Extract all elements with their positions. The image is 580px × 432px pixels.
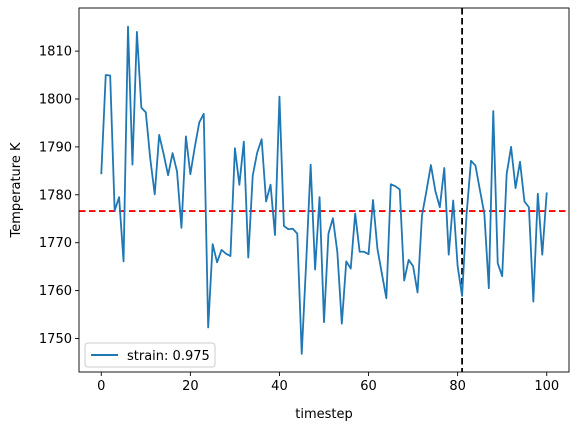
x-axis-ticks: 0 20 40 60 80 100: [97, 372, 559, 394]
x-tick-label: 20: [182, 379, 199, 394]
y-tick-label: 1800: [39, 93, 72, 108]
x-tick-label: 80: [449, 379, 466, 394]
y-tick-label: 1790: [39, 140, 72, 155]
legend-box: [84, 342, 216, 368]
y-tick-label: 1770: [39, 236, 72, 251]
plot-frame: [78, 7, 570, 373]
legend: strain: 0.975: [84, 342, 216, 368]
y-axis-ticks: 1750 1760 1770 1780 1790 1800 1810: [39, 45, 79, 347]
x-tick-label: 0: [97, 379, 105, 394]
y-tick-label: 1810: [39, 45, 72, 60]
y-tick-label: 1750: [39, 332, 72, 347]
x-tick-label: 40: [271, 379, 288, 394]
x-axis-label: timestep: [295, 407, 353, 422]
y-tick-label: 1760: [39, 284, 72, 299]
x-tick-label: 60: [360, 379, 377, 394]
legend-label-series-0: strain: 0.975: [127, 349, 210, 364]
plot-content: [79, 8, 569, 372]
series-line-0: [100, 25, 548, 355]
x-tick-label: 100: [534, 379, 559, 394]
y-tick-label: 1780: [39, 188, 72, 203]
y-axis-label: Temperature K: [9, 142, 24, 238]
